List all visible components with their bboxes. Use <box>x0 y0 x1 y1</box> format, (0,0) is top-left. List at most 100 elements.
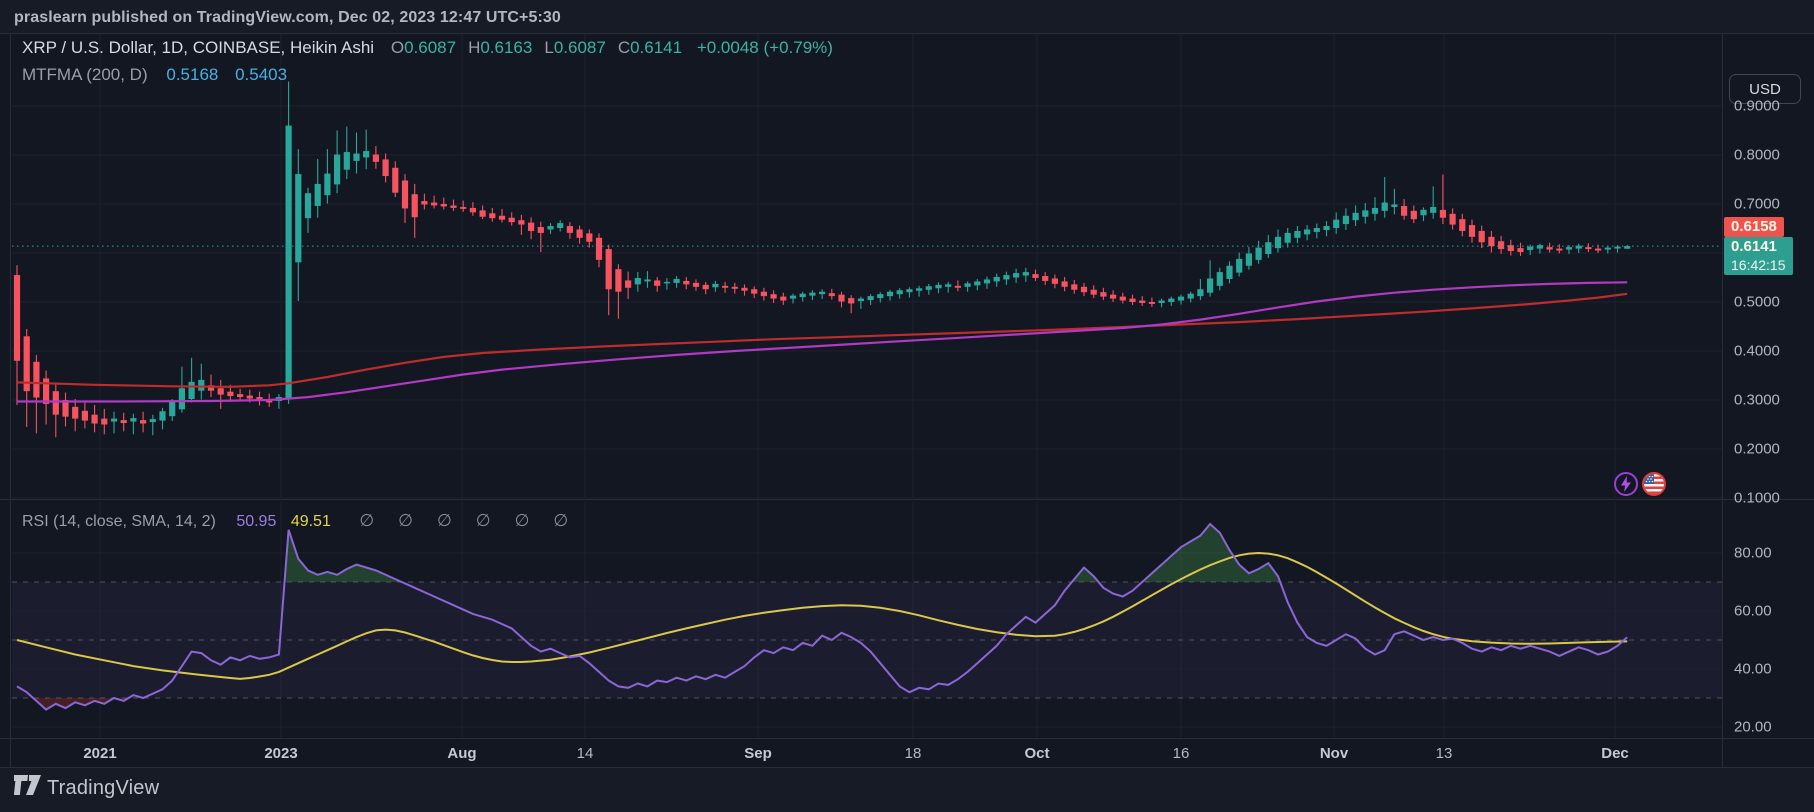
candle-body <box>964 283 971 287</box>
currency-label: USD <box>1749 80 1781 98</box>
last-price-badge[interactable]: 0.6141 16:42:15 <box>1724 237 1793 275</box>
boost-lightning-icon[interactable] <box>1614 472 1638 496</box>
candle-body <box>683 280 690 285</box>
us-flag-icon[interactable] <box>1642 472 1666 496</box>
main-price-pane[interactable] <box>12 34 1722 499</box>
rsi-name[interactable]: RSI (14, close, SMA, 14, 2) <box>22 513 216 530</box>
candle-body <box>877 294 884 299</box>
candle-body <box>1236 258 1243 273</box>
candle-body <box>110 418 118 422</box>
rsi-legend[interactable]: RSI (14, close, SMA, 14, 2) 50.95 49.51 … <box>22 511 568 531</box>
candle-body <box>566 226 573 233</box>
candle-body <box>1371 207 1379 214</box>
candle-body <box>1507 245 1514 252</box>
candle-body <box>469 207 476 213</box>
candle-body <box>382 159 389 177</box>
time-axis-label: 16 <box>1172 745 1190 762</box>
candle-body <box>1546 247 1553 250</box>
candle-body <box>751 289 758 294</box>
candle-body <box>1197 289 1204 297</box>
candle-body <box>906 289 913 293</box>
candle-body <box>498 215 506 220</box>
candle-body <box>760 291 767 297</box>
candle-body <box>605 249 612 290</box>
candle-body <box>712 283 719 288</box>
rsi-value: 50.95 <box>236 513 277 530</box>
candle-body <box>722 285 729 288</box>
candle-body <box>625 280 632 288</box>
candle-body <box>1313 228 1320 232</box>
candle-body <box>974 281 981 286</box>
candle-body <box>43 378 50 404</box>
bar-countdown: 16:42:15 <box>1731 257 1786 273</box>
candle-body <box>731 286 738 289</box>
candle-body <box>140 420 147 424</box>
mtfma-legend[interactable]: MTFMA (200, D) 0.5168 0.5403 <box>22 65 287 85</box>
alert-price-value: 0.6158 <box>1731 218 1777 235</box>
tradingview-brand-text[interactable]: TradingView <box>47 777 160 799</box>
candle-body <box>1449 213 1456 225</box>
rsi-axis-label: 60.00 <box>1734 602 1772 620</box>
candle-body <box>1517 248 1524 253</box>
mtfma-red-line <box>16 292 1628 388</box>
price-axis-label: 0.8000 <box>1734 146 1780 164</box>
ohlc-values: O0.6087 H0.6163 L0.6087 C0.6141 <box>379 38 682 57</box>
publish-text: praslearn published on TradingView.com, … <box>14 9 561 26</box>
currency-toggle-button[interactable]: USD <box>1729 74 1801 104</box>
candle-body <box>489 213 496 219</box>
candle-body <box>1051 278 1058 284</box>
candle-body <box>1042 276 1049 281</box>
candle-body <box>741 287 748 291</box>
candle-body <box>789 295 797 299</box>
candle-body <box>1420 209 1427 216</box>
rsi-empty-slots: ∅ ∅ ∅ ∅ ∅ ∅ <box>335 511 568 530</box>
alert-price-badge[interactable]: 0.6158 <box>1724 217 1784 237</box>
candle-body <box>1410 210 1417 220</box>
candle-body <box>586 233 593 242</box>
candle-body <box>848 298 855 304</box>
candle-body <box>401 180 409 209</box>
candle-body <box>198 379 205 391</box>
candle-body <box>149 419 156 423</box>
symbol-legend[interactable]: XRP / U.S. Dollar, 1D, COINBASE, Heikin … <box>22 38 833 58</box>
candle-body <box>295 174 302 263</box>
price-axis-border <box>1722 34 1723 767</box>
candle-body <box>450 205 457 208</box>
candle-body <box>770 294 777 299</box>
tradingview-logo-icon[interactable] <box>14 775 42 799</box>
candle-body <box>576 229 583 238</box>
rsi-band <box>12 582 1722 698</box>
candle-body <box>828 293 835 297</box>
candle-body <box>62 400 69 417</box>
candle-body <box>324 173 331 196</box>
candle-body <box>663 281 670 284</box>
candle-body <box>1032 274 1039 278</box>
time-axis-label: Nov <box>1319 745 1349 762</box>
candle-body <box>547 226 554 230</box>
change-value: +0.0048 (+0.79%) <box>696 38 833 57</box>
rsi-signal-value: 49.51 <box>290 513 331 530</box>
candle-body <box>1013 273 1020 278</box>
rsi-pane[interactable] <box>12 499 1722 738</box>
candle-body <box>819 291 826 295</box>
candle-body <box>780 296 787 301</box>
candle-body <box>1158 300 1165 303</box>
candle-body <box>1585 247 1592 250</box>
rsi-empty-slot: ∅ <box>436 511 452 530</box>
candle-body <box>1294 230 1301 238</box>
time-axis-label: 14 <box>576 745 594 762</box>
candle-body <box>479 210 486 217</box>
symbol-title[interactable]: XRP / U.S. Dollar, 1D, COINBASE, Heikin … <box>22 38 375 57</box>
candle-body <box>1207 278 1214 293</box>
price-axis-label: 0.3000 <box>1734 391 1780 409</box>
candle-body <box>1352 212 1359 221</box>
candle-body <box>411 194 418 218</box>
candle-body <box>615 269 622 292</box>
indicator-name[interactable]: MTFMA (200, D) <box>22 65 148 84</box>
pane-separator[interactable] <box>0 499 1814 500</box>
candle-body <box>935 284 942 289</box>
ohlc-item: L0.6087 <box>544 38 606 57</box>
candle-body <box>1148 302 1155 304</box>
price-axis-label: 0.9000 <box>1734 97 1780 115</box>
candle-body <box>237 394 244 398</box>
